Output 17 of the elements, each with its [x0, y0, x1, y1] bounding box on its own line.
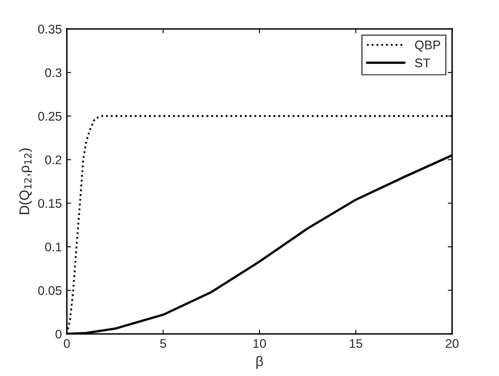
y-axis-title: D(Q$_{12}$,ρ$_{12}$) — [19, 148, 32, 214]
y-tick-label: 0.35 — [38, 24, 62, 34]
x-tick-label: 0 — [64, 339, 70, 348]
y-tick-label: 0.2 — [45, 155, 62, 164]
y-tick-label: 0.1 — [45, 242, 62, 252]
x-tick-label: 20 — [446, 339, 459, 348]
x-tick-label: 15 — [350, 339, 362, 348]
x-tick-label: 10 — [253, 339, 266, 348]
y-tick-label: 0.15 — [38, 199, 62, 208]
y-tick-label: 0 — [56, 330, 62, 339]
x-tick-label: 5 — [160, 339, 166, 348]
legend-label: ST — [415, 58, 430, 68]
legend-label: QBP — [415, 40, 440, 52]
y-tick-label: 0.3 — [45, 68, 62, 78]
y-tick-label: 0.05 — [38, 286, 62, 295]
x-axis-title: β — [256, 356, 263, 369]
y-tick-label: 0.25 — [38, 112, 62, 121]
